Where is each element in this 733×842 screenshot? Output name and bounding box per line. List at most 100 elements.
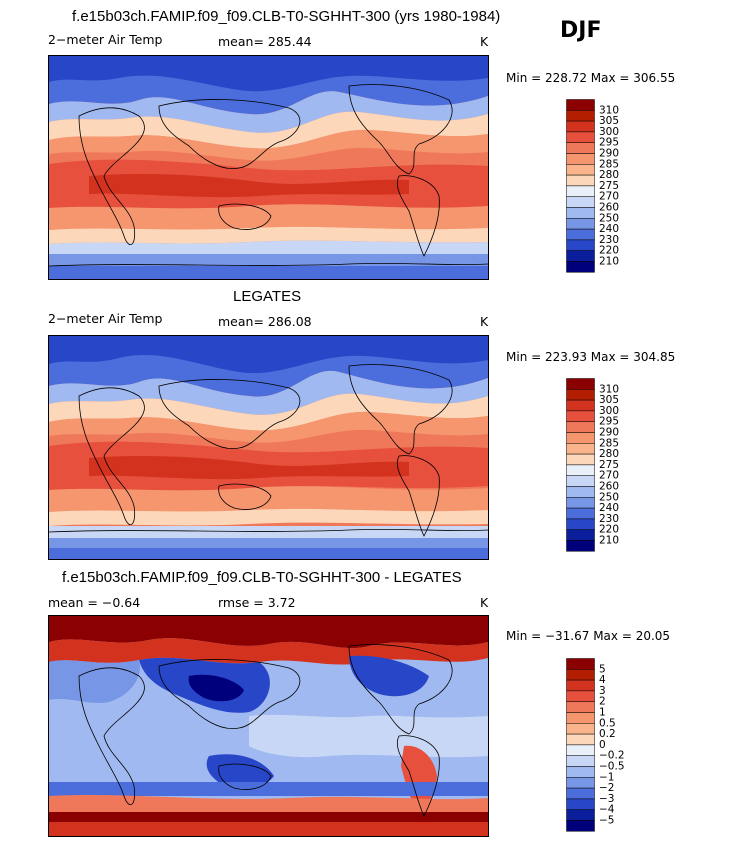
colorbar-tick-label: 270 [599, 470, 619, 482]
colorbar-tick-label: 210 [599, 256, 619, 268]
colorbar-tick-label: 220 [599, 524, 619, 536]
panel3-units-label: K [480, 595, 489, 610]
colorbar-tick-label: 285 [599, 158, 619, 170]
colorbar-swatch [566, 228, 595, 241]
panel1-colorbar: 310 305 300 295 290 285 280 275 270 260 250 240 230 2… [566, 99, 646, 279]
colorbar-tick-label: 210 [599, 535, 619, 547]
colorbar-swatch [566, 798, 595, 810]
colorbar-swatch [566, 399, 595, 412]
colorbar-swatch [566, 529, 595, 541]
panel3-title: f.e15b03ch.FAMIP.f09_f09.CLB-T0-SGHHT-30… [62, 569, 462, 586]
colorbar-tick-label: −2 [599, 782, 614, 794]
colorbar-tick-label: 240 [599, 502, 619, 514]
colorbar-graphic: 3103053002952902852802752702602502402302… [566, 378, 619, 552]
colorbar-tick-label: −0.5 [599, 761, 625, 773]
colorbar-tick-label: 220 [599, 245, 619, 257]
colorbar-tick-label: 250 [599, 491, 619, 503]
colorbar-tick-label: 295 [599, 416, 619, 428]
colorbar-tick-label: 2 [599, 696, 606, 708]
panel2-units-label: K [480, 314, 489, 329]
colorbar-tick-label: 275 [599, 459, 619, 471]
colorbar-tick-label: 5 [599, 663, 606, 675]
colorbar-tick-label: 305 [599, 394, 619, 406]
colorbar-swatch [566, 701, 595, 713]
colorbar-swatch [566, 787, 595, 800]
panel2-title: LEGATES [233, 288, 302, 305]
colorbar-tick-label: 275 [599, 180, 619, 192]
colorbar-swatch [566, 421, 595, 433]
colorbar-swatch [566, 239, 595, 251]
colorbar-tick-label: 0.5 [599, 717, 616, 729]
panel2-mean-label: mean= 286.08 [218, 314, 312, 329]
colorbar-tick-label: 300 [599, 126, 619, 138]
colorbar-swatch [566, 218, 595, 230]
colorbar-tick-label: 3 [599, 685, 606, 697]
colorbar-swatch [566, 777, 595, 789]
colorbar-tick-label: 250 [599, 212, 619, 224]
colorbar-tick-label: 285 [599, 437, 619, 449]
panel1-variable-label: 2−meter Air Temp [48, 32, 163, 47]
colorbar-swatch [566, 669, 595, 681]
panel1-units-label: K [480, 34, 489, 49]
colorbar-tick-label: −5 [599, 815, 614, 827]
colorbar-tick-label: 1 [599, 707, 606, 719]
colorbar-tick-label: 290 [599, 427, 619, 439]
panel2-map [48, 335, 489, 560]
colorbar-swatch [566, 261, 595, 273]
panel3-mean-label: mean = −0.64 [48, 595, 141, 610]
panel2-min-max: Min = 223.93 Max = 304.85 [506, 350, 676, 364]
colorbar-swatch [566, 497, 595, 509]
panel1-title: f.e15b03ch.FAMIP.f09_f09.CLB-T0-SGHHT-30… [72, 8, 501, 25]
colorbar-swatch [566, 153, 595, 165]
colorbar-tick-label: 0.2 [599, 728, 616, 740]
colorbar-tick-label: 240 [599, 223, 619, 235]
colorbar-tick-label: 310 [599, 104, 619, 116]
colorbar-swatch [566, 507, 595, 520]
colorbar-swatch [566, 378, 595, 390]
colorbar-swatch [566, 185, 595, 197]
colorbar-graphic: 3103053002952902852802752702602502402302… [566, 99, 619, 273]
colorbar-swatch [566, 486, 595, 498]
panel1-min-max: Min = 228.72 Max = 306.55 [506, 71, 676, 85]
panel3-colorbar: 5 4 3 2 1 0.5 0.2 0 −0.2 −0.5 −1 −2 −3 −4 −5 [566, 658, 646, 838]
colorbar-swatch [566, 475, 595, 487]
colorbar-tick-label: 0 [599, 739, 606, 751]
colorbar-tick-label: −1 [599, 771, 614, 783]
colorbar-swatch [566, 733, 595, 746]
panel1-temperature-field [49, 56, 488, 279]
colorbar-swatch [566, 196, 595, 208]
colorbar-tick-label: −0.2 [599, 750, 625, 762]
colorbar-swatch [566, 766, 595, 778]
colorbar-swatch [566, 464, 595, 476]
colorbar-swatch [566, 389, 595, 401]
colorbar-swatch [566, 120, 595, 133]
panel3-min-max: Min = −31.67 Max = 20.05 [506, 629, 671, 643]
season-label: DJF [560, 18, 602, 43]
colorbar-tick-label: −4 [599, 804, 615, 816]
colorbar-swatch [566, 207, 595, 219]
colorbar-tick-label: 310 [599, 383, 619, 395]
colorbar-tick-label: 260 [599, 202, 619, 214]
colorbar-swatch [566, 443, 595, 455]
colorbar-tick-label: 230 [599, 234, 619, 246]
colorbar-swatch [566, 110, 595, 122]
colorbar-swatch [566, 99, 595, 111]
colorbar-swatch [566, 755, 595, 767]
colorbar-tick-label: 280 [599, 448, 619, 460]
panel1-map [48, 55, 489, 280]
colorbar-swatch [566, 744, 595, 756]
colorbar-tick-label: −3 [599, 793, 614, 805]
colorbar-swatch [566, 723, 595, 735]
colorbar-swatch [566, 174, 595, 187]
colorbar-tick-label: 270 [599, 191, 619, 203]
colorbar-tick-label: 290 [599, 148, 619, 160]
colorbar-swatch [566, 453, 595, 466]
colorbar-swatch [566, 432, 595, 444]
colorbar-tick-label: 280 [599, 169, 619, 181]
colorbar-swatch [566, 142, 595, 154]
colorbar-swatch [566, 658, 595, 670]
colorbar-tick-label: 305 [599, 115, 619, 127]
panel2-temperature-field [49, 336, 488, 559]
colorbar-swatch [566, 690, 595, 702]
colorbar-swatch [566, 410, 595, 422]
